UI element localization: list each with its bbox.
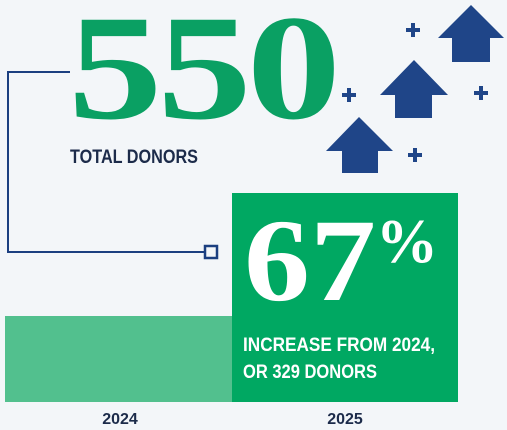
year-label: 2025 xyxy=(327,411,363,428)
arrows xyxy=(326,5,504,173)
connector-end xyxy=(203,244,219,260)
headline-number: 550 xyxy=(68,0,336,151)
bar-2024 xyxy=(5,316,232,402)
plus xyxy=(406,23,420,37)
bar-2025 xyxy=(232,193,458,402)
highlight-line: INCREASE FROM 2024, xyxy=(243,335,435,356)
plus-signs xyxy=(342,23,488,162)
highlight-line: OR 329 DONORS xyxy=(243,362,377,383)
arrow xyxy=(380,60,448,118)
arrow xyxy=(438,5,504,62)
headline-label: TOTAL DONORS xyxy=(70,147,198,168)
plus xyxy=(408,148,422,162)
year-label: 2024 xyxy=(102,411,138,428)
plus xyxy=(474,86,488,100)
connector xyxy=(7,71,205,253)
highlight-symbol: % xyxy=(376,208,438,276)
plus xyxy=(342,88,356,102)
highlight-number: 67 xyxy=(244,195,376,326)
arrow xyxy=(326,117,393,173)
